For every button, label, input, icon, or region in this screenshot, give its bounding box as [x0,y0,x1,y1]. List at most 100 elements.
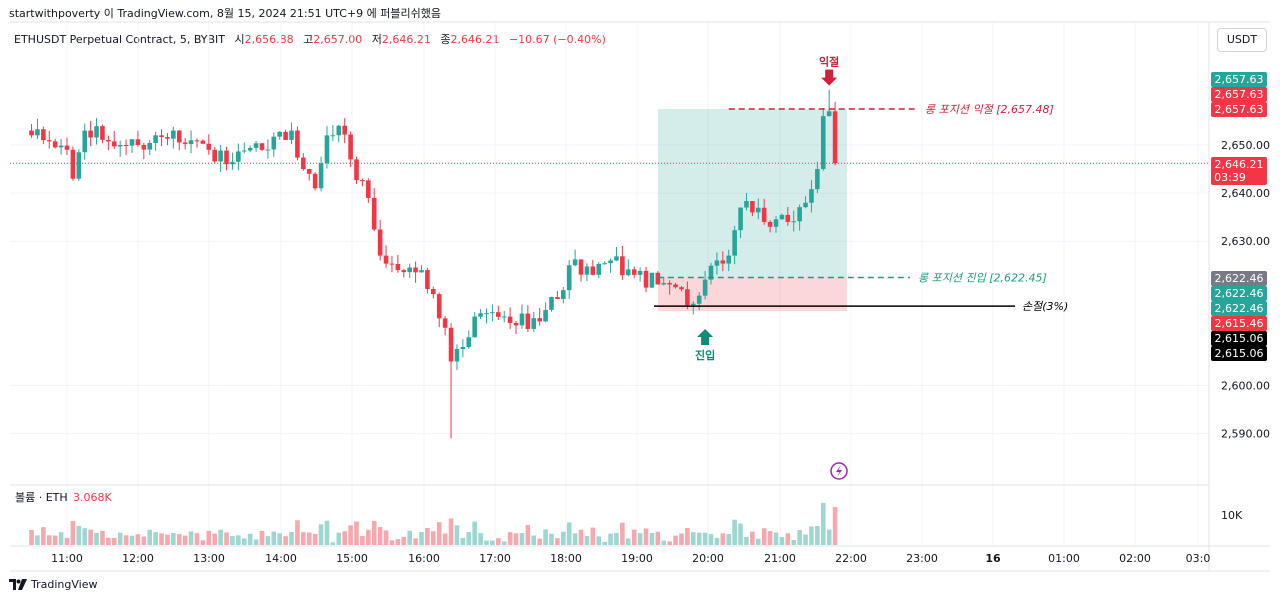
tradingview-logo-icon [9,579,27,590]
time-tick-label: 16 [985,552,1001,565]
candle-body [336,125,342,136]
volume-bar [496,538,501,545]
candle-body [289,130,294,140]
buy-arrow-icon [697,328,714,345]
volume-bar [135,534,141,545]
tradingview-footer: TradingView [9,578,97,591]
volume-bar [478,533,483,545]
candle-body [655,272,661,285]
volume-bar [655,531,661,545]
volume-bar [625,538,631,545]
price-label-countdown: 03:39 [1214,171,1246,184]
candle-body [389,263,395,265]
candle-body [690,303,696,306]
sell-arrow-icon [821,69,838,86]
price-label-bg [1211,102,1267,117]
high-value: 2,657.00 [313,33,363,46]
volume-bar [413,538,418,545]
volume-bar [383,530,389,545]
time-tick-label: 03:0 [1186,552,1211,565]
price-tick-label: 2,600.00 [1221,380,1270,393]
candle-body [803,202,808,208]
volume-bar [230,535,235,545]
candle-body [490,312,495,314]
candle-body [673,284,678,288]
volume-bar [176,534,182,545]
volume-bar [41,527,46,545]
volume-bar [555,538,560,545]
volume-bar [661,540,667,545]
candle-body [371,197,377,230]
time-axis: 11:00 12:00 13:00 14:00 15:00 16:00 17:00 18:00… [51,552,1210,565]
price-label-text: 2,646.21 [1215,158,1264,171]
volume-bar [460,537,466,545]
volume-bar [141,536,147,545]
candle-body [301,157,306,170]
candle-body [442,318,448,328]
volume-bar [407,530,412,545]
volume-bar [58,532,64,545]
close-label: 종 [440,33,451,46]
time-tick-label: 21:00 [764,552,796,565]
price-label-bg [1211,271,1267,286]
candles [29,89,838,439]
candle-body [383,255,389,264]
volume-bar [820,502,826,545]
candle-body [88,130,93,138]
volume-bar [667,541,672,545]
price-label-bg [1211,286,1267,301]
candle-body [625,269,631,276]
volume-bar [377,527,383,545]
lightning-icon[interactable] [830,462,848,480]
candle-body [513,322,519,326]
candle-body [171,130,176,139]
volume-bar [218,529,223,545]
candle-body [537,318,542,322]
volume-bar [826,529,832,545]
volume-bar [360,536,365,545]
candle-body [472,316,477,338]
volume-bar [708,534,714,545]
candle-body [224,150,229,165]
candle-body [41,129,46,141]
price-label-bg [1211,301,1267,316]
high-label: 고 [303,33,314,46]
candle-body [360,180,365,182]
candle-body [218,150,223,162]
candle-body [661,282,667,285]
volume-bar [549,533,554,545]
time-tick-label: 02:00 [1119,552,1151,565]
candle-body [525,313,531,329]
volume-bar [767,531,773,545]
candle-body [726,255,732,264]
volume-bar [171,532,176,545]
candle-body [809,189,814,203]
volume-bar [241,538,247,545]
volume-bar [602,541,607,545]
candle-body [555,296,560,299]
candle-body [561,290,566,299]
candle-body [135,139,141,145]
volume-bar [159,533,164,545]
volume-bar [761,528,767,545]
candle-body [182,142,188,145]
candle-body [277,131,282,137]
price-label-text: 2,622.46 [1215,302,1264,315]
candle-body [324,135,330,164]
volume-bar [106,537,111,545]
candle-body [637,270,643,275]
time-tick-label: 11:00 [51,552,83,565]
volume-bar [117,532,123,545]
currency-button[interactable]: USDT [1217,28,1267,52]
close-value: 2,646.21 [450,33,500,46]
volume-bar [537,538,542,545]
volume-bar [643,528,649,545]
position-target-zone [657,109,847,278]
volume-bar [425,527,430,545]
candle-body [448,327,454,362]
candle-body [454,349,460,362]
candle-body [566,265,572,291]
candle-body [466,337,472,348]
